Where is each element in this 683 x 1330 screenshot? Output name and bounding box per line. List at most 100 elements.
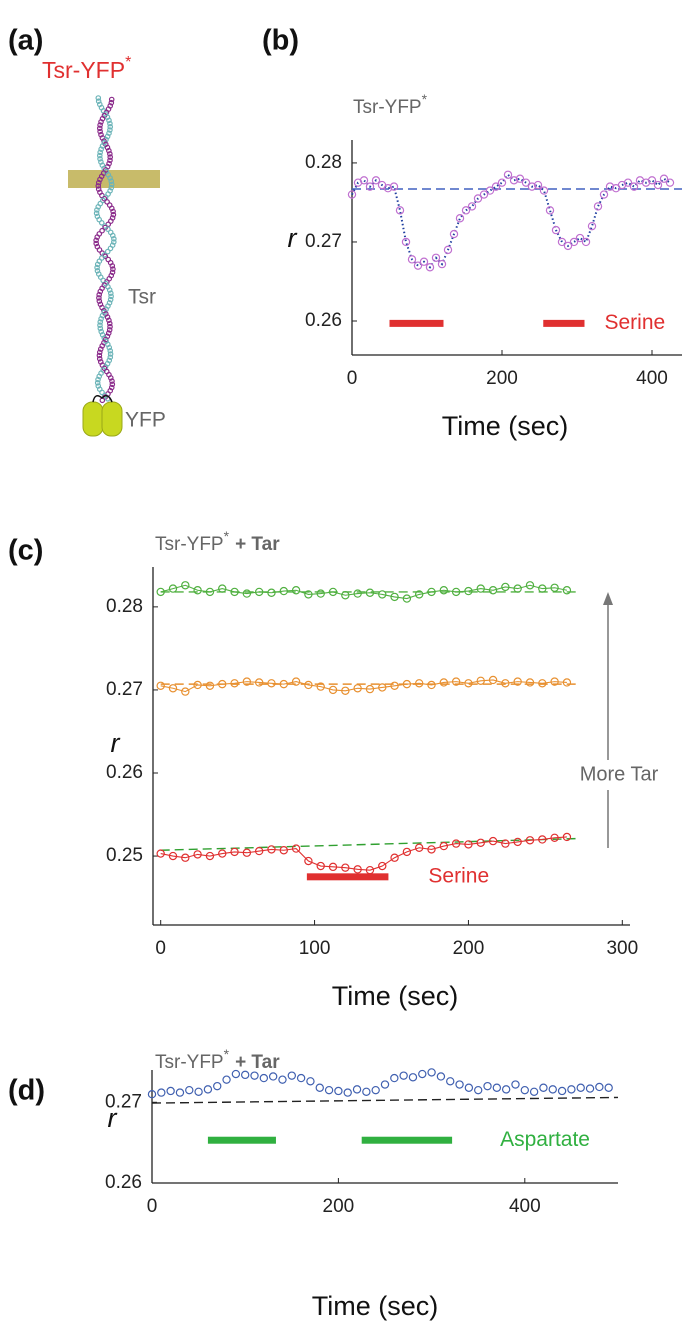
data-point	[389, 182, 399, 191]
helix-bead	[96, 355, 103, 362]
helix-bead	[96, 125, 103, 132]
panel: (c) Tsr-YFP* + Tar 0.25 0.26 0.27 0.28 0 100 200 3…	[8, 528, 682, 1011]
data-point	[476, 584, 485, 593]
y-tick-label: 0.27	[305, 231, 342, 252]
data-point	[427, 680, 436, 690]
data-point	[168, 584, 178, 593]
data-point	[324, 1085, 334, 1095]
data-point	[390, 592, 399, 602]
helix-bead	[104, 248, 111, 255]
data-point	[267, 679, 276, 688]
helix-bead	[99, 389, 105, 396]
data-point	[567, 1085, 576, 1094]
helix-bead	[109, 378, 115, 384]
yfp-right	[101, 401, 123, 437]
data-point	[156, 849, 165, 858]
title-sup: *	[422, 91, 428, 107]
x-axis-label: Time (sec)	[442, 411, 569, 441]
data-point	[550, 677, 559, 686]
helix-bead	[107, 175, 113, 181]
helix-bead	[97, 122, 103, 128]
helix	[93, 95, 117, 404]
helix-bead	[107, 120, 113, 127]
data-point	[436, 1072, 446, 1081]
data-point	[413, 261, 423, 270]
yfp-label: YFP	[125, 409, 166, 432]
data-point	[359, 176, 369, 185]
stimulus-bar	[543, 319, 585, 327]
data-point	[575, 233, 585, 243]
x-tick-label: 200	[486, 368, 518, 389]
data-point	[168, 684, 178, 693]
data-point	[509, 176, 519, 185]
helix-bead	[108, 178, 115, 185]
data-point	[365, 588, 375, 597]
title-sup: *	[224, 1046, 230, 1062]
data-point	[166, 1086, 175, 1096]
data-point	[353, 865, 362, 874]
data-point	[194, 1087, 203, 1096]
data-point	[521, 178, 531, 187]
helix-bead	[99, 227, 105, 234]
helix-bead	[108, 184, 115, 191]
data-point	[446, 1077, 455, 1086]
tsr-label: Tsr	[128, 286, 156, 309]
data-point	[390, 681, 399, 690]
series-line	[351, 173, 671, 269]
helix-bead	[94, 207, 100, 213]
data-point	[647, 176, 657, 185]
x-tick-label: 400	[509, 1196, 541, 1217]
helix-bead	[97, 128, 103, 135]
data-point	[181, 853, 190, 862]
data-point	[341, 591, 350, 600]
helix-bead	[109, 263, 116, 269]
data-point	[562, 586, 572, 595]
data-point	[304, 856, 313, 866]
data-point	[240, 1070, 250, 1080]
data-point	[254, 846, 264, 856]
data-point	[230, 679, 239, 688]
yfp-left	[82, 401, 104, 437]
data-point	[425, 263, 435, 272]
data-point	[455, 214, 465, 223]
helix-bead	[98, 119, 104, 125]
x-tick-label: 0	[347, 368, 358, 389]
data-point	[347, 190, 357, 199]
data-point	[449, 229, 459, 239]
data-point	[378, 683, 387, 692]
data-point	[431, 253, 441, 262]
helix-bead	[98, 315, 104, 322]
data-point	[291, 677, 301, 686]
chart-title: Tsr-YFP* + Tar	[155, 1046, 280, 1073]
data-point	[533, 180, 543, 190]
helix-bead	[97, 288, 104, 295]
data-point	[550, 583, 559, 592]
data-point	[316, 682, 325, 691]
helix-bead	[95, 95, 102, 101]
data-point	[147, 1090, 157, 1099]
helix-bead	[94, 234, 101, 240]
data-point	[181, 687, 190, 696]
data-point	[464, 586, 473, 596]
title-sup: *	[125, 54, 131, 71]
data-point	[605, 182, 615, 191]
series-line	[160, 836, 567, 871]
y-tick-label: 0.26	[105, 1172, 142, 1193]
helix-bead	[96, 298, 103, 304]
helix-bead	[93, 237, 99, 244]
data-point	[501, 839, 510, 848]
data-point	[205, 851, 215, 861]
data-point	[437, 259, 447, 269]
helix-bead	[96, 291, 103, 298]
data-point	[213, 1081, 222, 1091]
data-point	[362, 1087, 371, 1096]
chart-title: Tsr-YFP*	[353, 91, 428, 118]
data-point	[665, 178, 675, 187]
data-point	[378, 861, 387, 871]
helix-bead	[97, 346, 104, 352]
helix-bead	[107, 245, 114, 252]
y-axis-label: r	[108, 1103, 118, 1133]
y-tick-label: 0.28	[106, 596, 143, 617]
helix-bead	[106, 117, 112, 124]
helix-bead	[107, 323, 113, 330]
